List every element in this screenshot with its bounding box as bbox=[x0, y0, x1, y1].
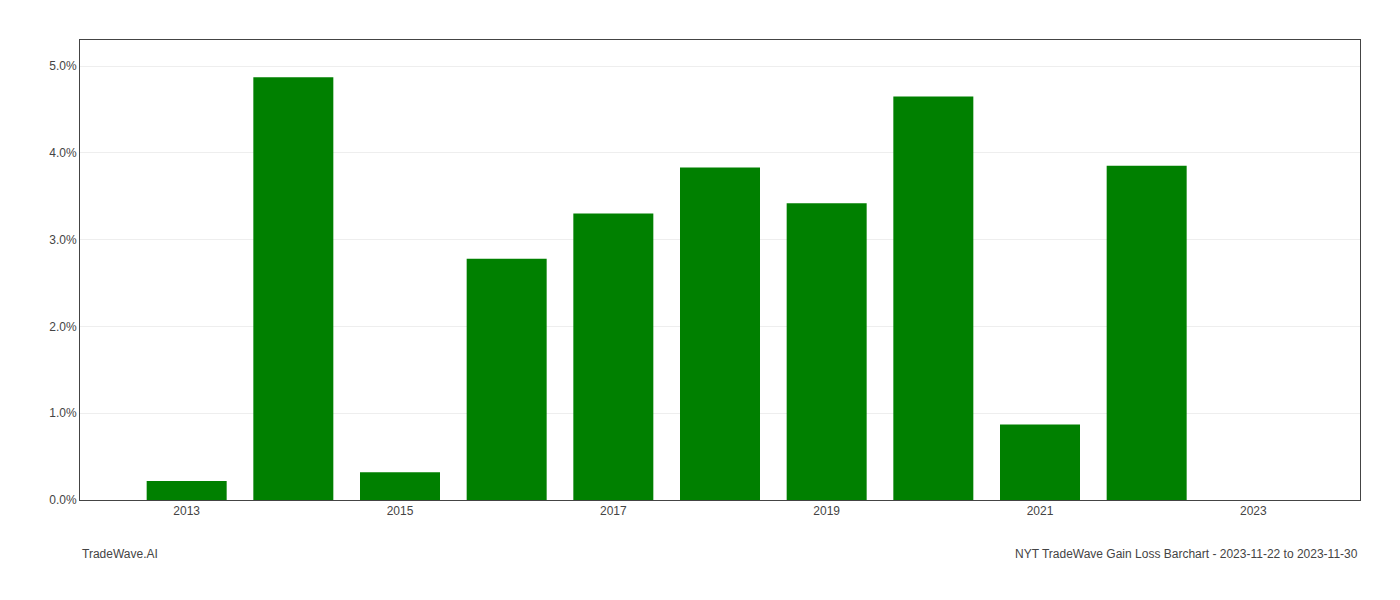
svg-text:2015: 2015 bbox=[387, 504, 414, 518]
svg-text:2023: 2023 bbox=[1240, 504, 1267, 518]
svg-text:2.0%: 2.0% bbox=[49, 320, 77, 334]
svg-text:1.0%: 1.0% bbox=[49, 406, 77, 420]
svg-text:2017: 2017 bbox=[600, 504, 627, 518]
svg-text:4.0%: 4.0% bbox=[49, 146, 77, 160]
svg-text:2019: 2019 bbox=[813, 504, 840, 518]
svg-text:5.0%: 5.0% bbox=[49, 59, 77, 73]
svg-text:3.0%: 3.0% bbox=[49, 233, 77, 247]
svg-text:NYT TradeWave Gain Loss Barcha: NYT TradeWave Gain Loss Barchart - 2023-… bbox=[1015, 547, 1358, 561]
svg-text:0.0%: 0.0% bbox=[49, 493, 77, 507]
svg-text:TradeWave.AI: TradeWave.AI bbox=[82, 547, 158, 561]
svg-text:2013: 2013 bbox=[173, 504, 200, 518]
svg-text:2021: 2021 bbox=[1027, 504, 1054, 518]
